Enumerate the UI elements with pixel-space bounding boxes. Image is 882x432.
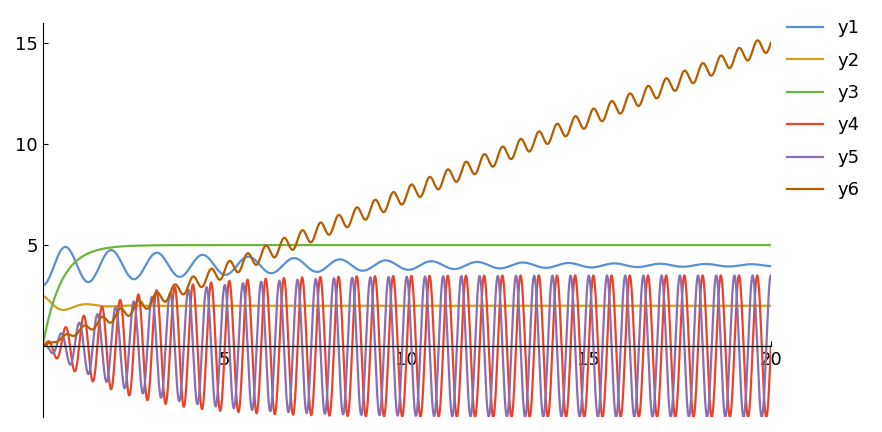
y3 xyxy=(577,242,587,248)
y2 xyxy=(578,303,588,308)
y4 xyxy=(74,342,85,347)
y5 xyxy=(757,414,767,419)
y4 xyxy=(301,336,311,341)
y6 xyxy=(74,328,85,334)
y4 xyxy=(468,405,479,410)
y4 xyxy=(751,273,762,278)
y1 xyxy=(617,262,627,267)
y1 xyxy=(37,283,48,288)
y2 xyxy=(500,303,511,308)
y5 xyxy=(577,384,587,389)
y3 xyxy=(500,242,511,248)
y5 xyxy=(468,378,479,383)
y6 xyxy=(752,38,763,43)
y6 xyxy=(766,40,776,45)
Line: y5: y5 xyxy=(42,276,771,417)
Legend: y1, y2, y3, y4, y5, y6: y1, y2, y3, y4, y5, y6 xyxy=(780,12,867,206)
y2 xyxy=(766,303,776,308)
y3 xyxy=(719,242,729,248)
y4 xyxy=(766,343,776,349)
y2 xyxy=(74,302,85,308)
y3 xyxy=(37,343,48,349)
y6 xyxy=(37,343,48,349)
y1 xyxy=(578,264,588,269)
y1 xyxy=(500,265,511,270)
Line: y2: y2 xyxy=(42,295,771,310)
Line: y4: y4 xyxy=(42,276,771,417)
y2 xyxy=(37,293,48,298)
y4 xyxy=(37,343,48,349)
y5 xyxy=(500,404,511,409)
y2 xyxy=(58,307,69,312)
y4 xyxy=(500,307,511,312)
Line: y3: y3 xyxy=(42,245,771,346)
y1 xyxy=(74,268,85,273)
y6 xyxy=(577,125,587,130)
y3 xyxy=(617,242,627,248)
y6 xyxy=(468,171,479,176)
y5 xyxy=(617,327,627,332)
y3 xyxy=(301,242,311,248)
y4 xyxy=(617,412,627,417)
Line: y6: y6 xyxy=(42,40,771,346)
y3 xyxy=(766,242,776,248)
y5 xyxy=(766,273,776,278)
y1 xyxy=(468,260,479,265)
y6 xyxy=(617,110,627,115)
y2 xyxy=(301,303,311,308)
Line: y1: y1 xyxy=(42,247,771,286)
y1 xyxy=(60,245,71,250)
y6 xyxy=(500,147,511,152)
y5 xyxy=(301,410,311,415)
y4 xyxy=(761,414,772,419)
y5 xyxy=(37,343,48,349)
y4 xyxy=(577,402,587,407)
y1 xyxy=(766,264,776,269)
y6 xyxy=(301,233,311,238)
y2 xyxy=(617,303,627,308)
y5 xyxy=(74,320,85,325)
y2 xyxy=(468,303,479,308)
y1 xyxy=(301,264,311,269)
y3 xyxy=(74,256,85,261)
y3 xyxy=(468,242,479,248)
